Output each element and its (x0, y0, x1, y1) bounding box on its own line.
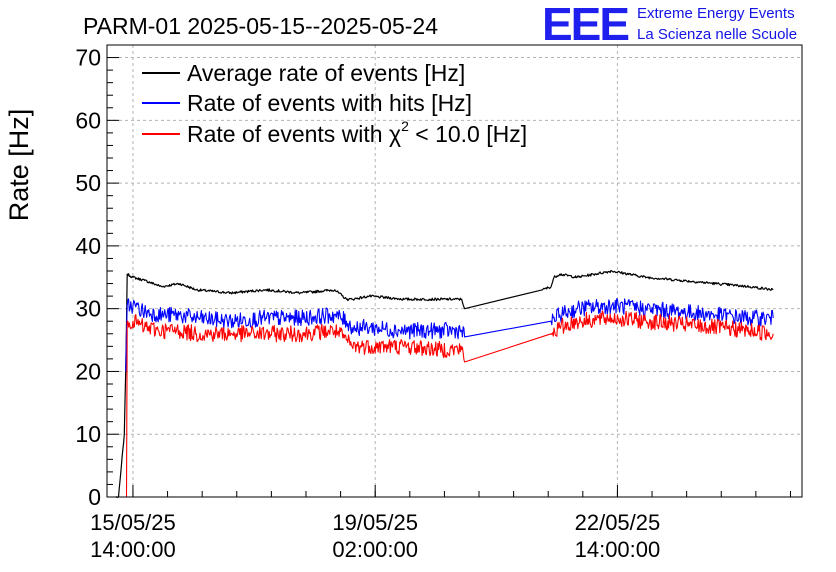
eee-logo-line2: La Scienza nelle Scuole (637, 26, 797, 43)
series-line-chi2 (125, 310, 774, 498)
legend: Average rate of events [Hz] Rate of even… (142, 60, 527, 147)
eee-logo-line1: Extreme Energy Events (637, 5, 795, 22)
legend-label-average: Average rate of events [Hz] (187, 60, 465, 86)
chart-title: PARM-01 2025-05-15--2025-05-24 (83, 13, 438, 39)
grid-lines (107, 45, 802, 497)
y-tick-label: 0 (88, 484, 101, 510)
y-tick-label: 70 (75, 45, 101, 71)
y-tick-label: 60 (75, 107, 101, 133)
data-series (115, 269, 774, 499)
y-tick-label: 10 (75, 421, 101, 447)
legend-label-chi2: Rate of events with χ2 < 10.0 [Hz] (187, 118, 527, 147)
y-tick-label: 40 (75, 233, 101, 259)
legend-label-hits: Rate of events with hits [Hz] (187, 90, 472, 116)
y-tick-label: 20 (75, 358, 101, 384)
x-tick-label-date: 15/05/25 (90, 510, 176, 535)
x-tick-label-time: 14:00:00 (90, 537, 176, 562)
x-tick-label-time: 02:00:00 (332, 537, 418, 562)
eee-logo-mark: EEE (542, 0, 628, 50)
series-line-average (115, 269, 774, 499)
x-tick-label-date: 19/05/25 (332, 510, 418, 535)
x-tick-label-time: 14:00:00 (575, 537, 661, 562)
x-tick-label-date: 22/05/25 (575, 510, 661, 535)
y-tick-label: 50 (75, 170, 101, 196)
eee-logo: EEE Extreme Energy Events La Scienza nel… (542, 0, 797, 50)
y-axis-label: Rate [Hz] (4, 109, 34, 222)
series-line-hits (125, 298, 774, 372)
axes: 01020304050607015/05/2514:00:0019/05/250… (75, 45, 791, 562)
y-tick-label: 30 (75, 296, 101, 322)
